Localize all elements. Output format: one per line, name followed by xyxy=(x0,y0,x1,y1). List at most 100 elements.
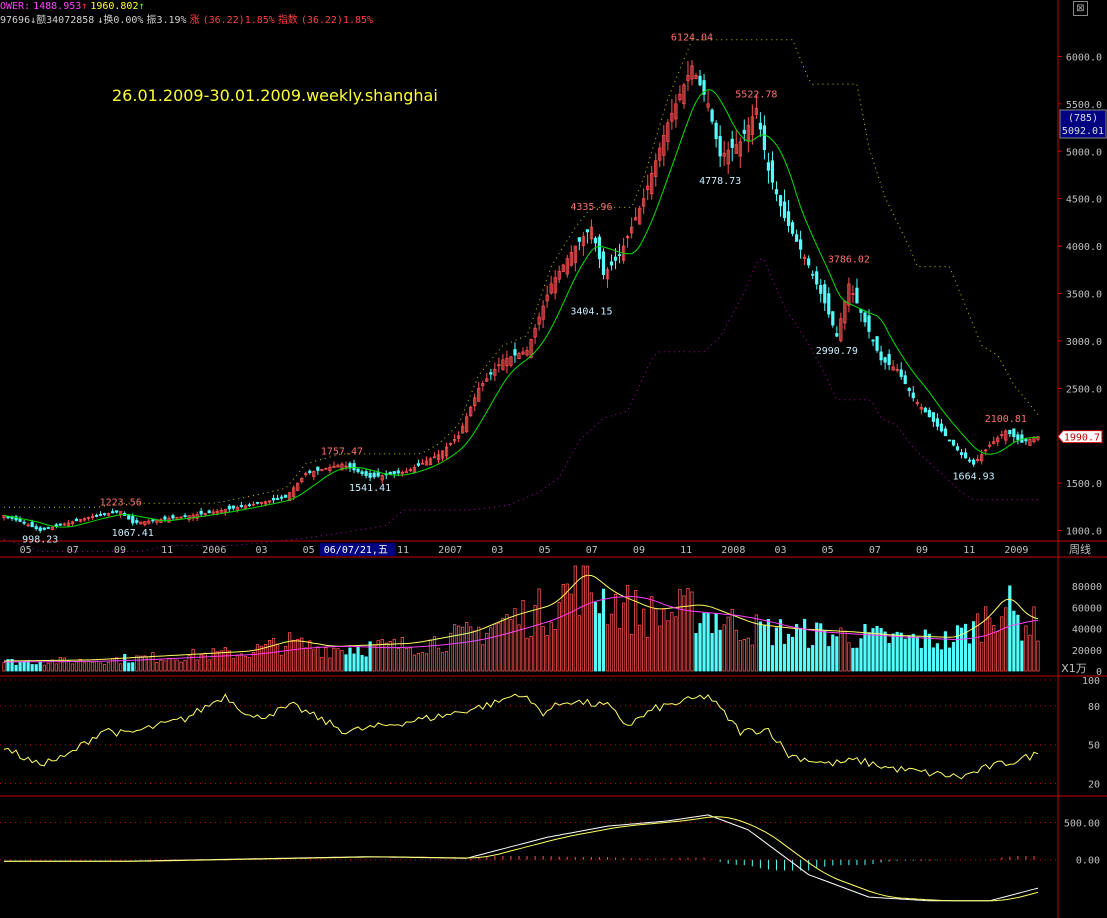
candle-body xyxy=(888,354,890,364)
volume-bar xyxy=(23,661,25,671)
volume-bar xyxy=(260,646,262,671)
candle-body xyxy=(39,528,41,531)
volume-bar xyxy=(659,626,661,671)
volume-bar xyxy=(679,589,681,671)
side-info-count: (785) xyxy=(1068,113,1098,124)
volume-bar xyxy=(590,593,592,671)
volume-bar xyxy=(522,600,524,671)
volume-bar xyxy=(329,658,331,671)
volume-bar xyxy=(184,660,186,671)
volume-bar xyxy=(144,656,146,671)
volume-bar xyxy=(268,640,270,671)
volume-tick-label: 60000 xyxy=(1072,603,1102,614)
volume-bar xyxy=(514,609,516,671)
volume-bar xyxy=(562,584,564,671)
candle-body xyxy=(397,471,399,473)
volume-bar xyxy=(124,654,126,671)
volume-bar xyxy=(236,655,238,671)
volume-bar xyxy=(95,661,97,671)
volume-bar xyxy=(751,645,753,671)
extreme-value-label: 1223.56 xyxy=(100,497,142,508)
volume-bar xyxy=(301,638,303,671)
volume-bar xyxy=(59,657,61,671)
volume-bar xyxy=(502,618,504,671)
candle-body xyxy=(248,505,250,506)
candle-body xyxy=(832,312,834,325)
volume-bar xyxy=(908,636,910,671)
price-tick-label: 3000.0 xyxy=(1066,337,1102,348)
volume-bar xyxy=(152,653,154,671)
volume-bar xyxy=(192,649,194,671)
volume-bar xyxy=(526,638,528,671)
volume-bar xyxy=(735,630,737,671)
volume-bar xyxy=(783,644,785,671)
volume-bar xyxy=(220,651,222,671)
extreme-value-label: 2100.81 xyxy=(985,414,1027,425)
volume-bar xyxy=(976,614,978,671)
volume-bar xyxy=(280,655,282,671)
candle-body xyxy=(19,519,21,521)
candle-body xyxy=(912,393,914,398)
volume-bar xyxy=(912,634,914,671)
volume-bar xyxy=(453,625,455,671)
volume-bar xyxy=(252,652,254,671)
moving-average-line xyxy=(4,90,1038,527)
volume-bar xyxy=(747,638,749,671)
volume-bar xyxy=(1001,617,1003,671)
candle-body xyxy=(964,453,966,458)
candle-body xyxy=(614,257,616,260)
volume-bar xyxy=(868,633,870,671)
volume-bar xyxy=(1021,641,1023,671)
volume-bar xyxy=(288,633,290,671)
overlay-title: 26.01.2009-30.01.2009.weekly.shanghai xyxy=(112,86,438,105)
date-tick-label: 05 xyxy=(539,545,551,556)
volume-bar xyxy=(164,661,166,671)
volume-bar xyxy=(916,637,918,671)
candle-body xyxy=(373,473,375,477)
volume-bar xyxy=(506,615,508,671)
volume-bar xyxy=(759,622,761,671)
candle-body xyxy=(1017,435,1019,440)
volume-bar xyxy=(691,592,693,671)
candle-body xyxy=(743,130,745,133)
volume-bar xyxy=(168,658,170,671)
volume-bar xyxy=(566,584,568,671)
volume-bar xyxy=(128,663,130,671)
volume-bar xyxy=(856,648,858,671)
upper-band-line xyxy=(4,40,1038,507)
volume-bar xyxy=(997,631,999,671)
volume-bar xyxy=(578,616,580,671)
candle-body xyxy=(795,235,797,242)
date-tick-label: 09 xyxy=(633,545,645,556)
volume-bar xyxy=(417,653,419,671)
candle-body xyxy=(932,413,934,422)
volume-bar xyxy=(1033,607,1035,671)
volume-bar xyxy=(683,596,685,671)
candle-body xyxy=(972,460,974,464)
price-tick-label: 1500.0 xyxy=(1066,479,1102,490)
volume-bar xyxy=(892,634,894,671)
oscillator-tick-label: 100 xyxy=(1082,676,1100,687)
candle-body xyxy=(200,511,202,514)
volume-bar xyxy=(634,590,636,671)
candle-body xyxy=(111,512,113,513)
candle-body xyxy=(208,511,210,513)
volume-bar xyxy=(208,660,210,671)
volume-bar xyxy=(47,663,49,671)
candle-body xyxy=(232,506,234,508)
volume-bar xyxy=(836,637,838,671)
price-tick-label: 3500.0 xyxy=(1066,289,1102,300)
volume-bar xyxy=(132,663,134,671)
candle-body xyxy=(699,76,701,85)
candle-body xyxy=(103,514,105,515)
volume-bar xyxy=(244,656,246,671)
volume-bar xyxy=(433,637,435,671)
candle-body xyxy=(924,408,926,412)
volume-bar xyxy=(465,623,467,671)
oscillator-tick-label: 20 xyxy=(1088,780,1100,791)
volume-bar xyxy=(618,628,620,671)
candle-body xyxy=(377,473,379,476)
volume-bar xyxy=(723,625,725,671)
macd-dif-line xyxy=(4,815,1038,901)
